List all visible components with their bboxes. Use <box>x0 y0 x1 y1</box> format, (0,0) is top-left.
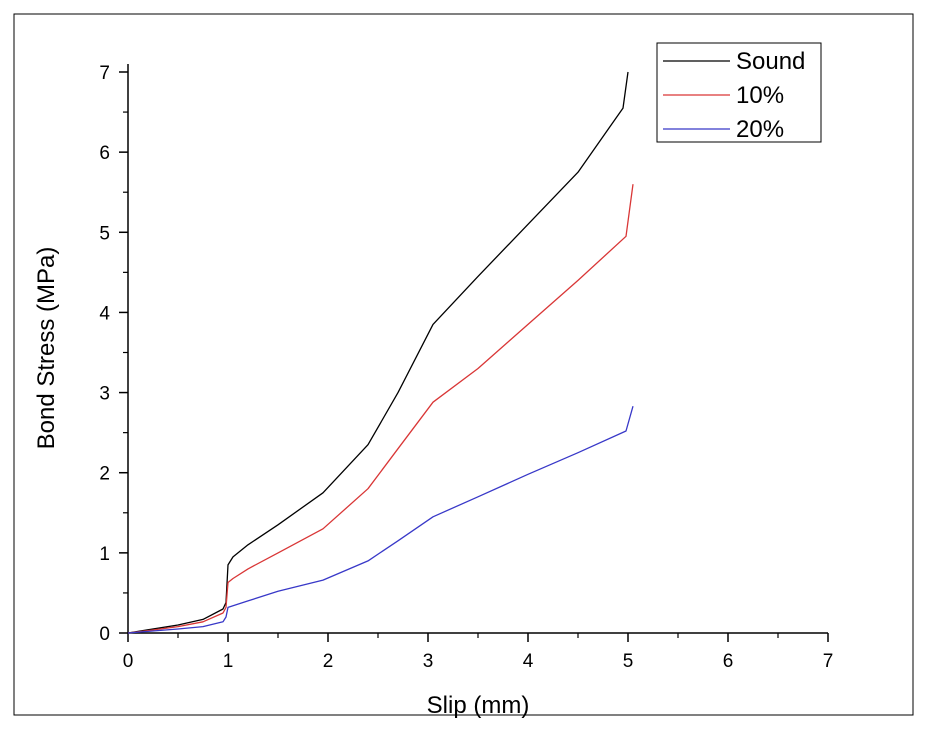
y-axis-label: Bond Stress (MPa) <box>33 247 60 450</box>
x-axis-label: Slip (mm) <box>427 692 530 719</box>
legend-label-20: 20% <box>736 116 784 143</box>
x-tick-label-0: 0 <box>123 651 134 672</box>
outer-border <box>13 13 914 716</box>
legend-label-sound: Sound <box>736 48 805 75</box>
series-line-sound <box>127 71 629 634</box>
x-ticks <box>127 633 829 642</box>
y-tick-label-0: 0 <box>99 624 110 645</box>
x-tick-label-1: 1 <box>223 651 234 672</box>
x-tick-label-2: 2 <box>323 651 334 672</box>
y-tick-label-3: 3 <box>99 384 110 405</box>
y-tick-label-7: 7 <box>99 63 110 84</box>
x-tick-label-6: 6 <box>723 651 734 672</box>
series-lines <box>127 71 634 634</box>
x-tick-label-5: 5 <box>623 651 634 672</box>
y-ticks <box>119 71 128 634</box>
y-tick-labels: 0 1 2 3 4 5 6 7 <box>99 63 110 645</box>
y-tick-label-1: 1 <box>99 544 110 565</box>
y-tick-label-6: 6 <box>99 143 110 164</box>
y-tick-label-5: 5 <box>99 223 110 244</box>
axes <box>127 64 828 634</box>
series-line-20 <box>127 406 634 634</box>
x-tick-label-3: 3 <box>423 651 434 672</box>
x-tick-label-4: 4 <box>523 651 534 672</box>
x-tick-label-7: 7 <box>823 651 834 672</box>
series-line-10 <box>127 184 634 634</box>
y-tick-label-4: 4 <box>99 303 110 324</box>
x-tick-labels: 0 1 2 3 4 5 6 7 <box>123 651 834 672</box>
y-tick-label-2: 2 <box>99 464 110 485</box>
legend-label-10: 10% <box>736 82 784 109</box>
legend: Sound 10% 20% <box>656 42 822 143</box>
legend-box <box>656 42 822 143</box>
